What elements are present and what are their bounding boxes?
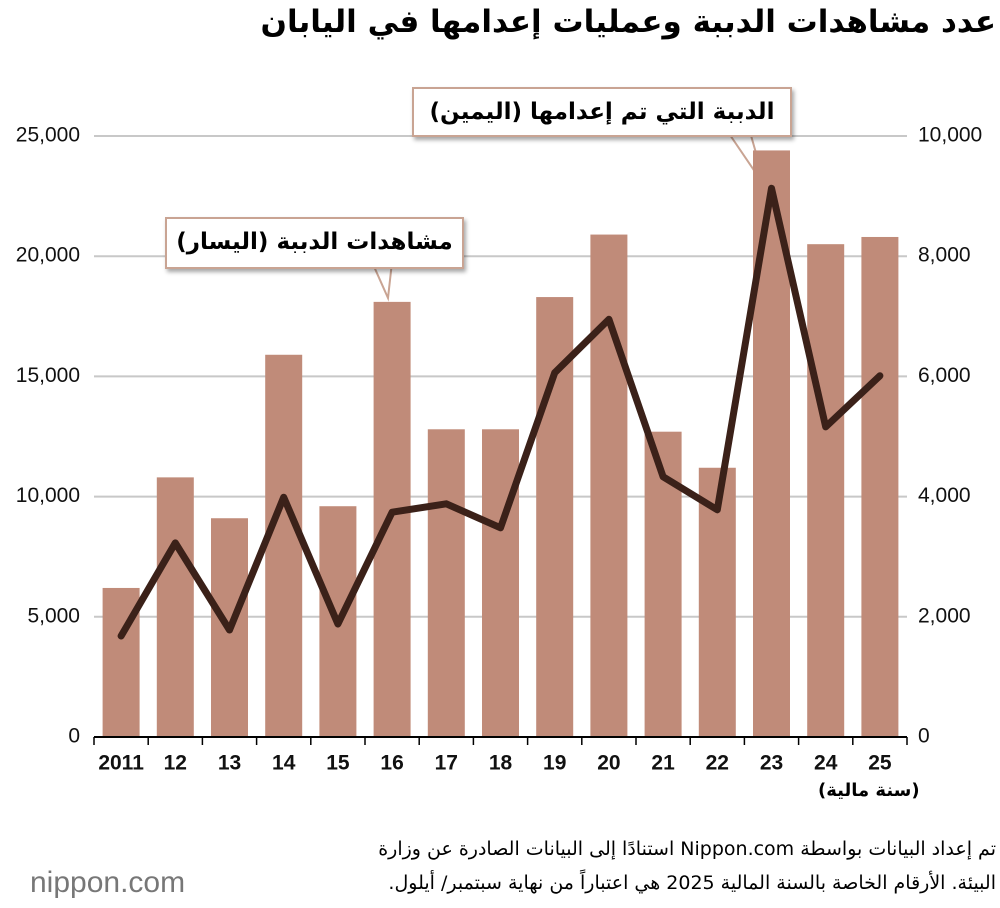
x-tick-label: 23 [760,752,783,775]
bar [482,429,519,737]
x-tick-label: 15 [326,752,350,775]
y-tick-label: 15,000 [16,364,80,387]
x-tick-label: 20 [597,752,620,775]
bar [807,244,845,737]
source-note: تم إعداد البيانات بواسطة Nippon.com استن… [378,838,996,860]
bar [156,477,194,737]
x-tick-label: 17 [435,752,458,775]
y2-tick-label: 2,000 [918,604,971,627]
y2-tick-label: 0 [918,725,930,748]
y-tick-label: 0 [68,725,80,748]
bar [861,236,899,737]
series-label: مشاهدات الدببة (اليسار) [165,217,464,269]
y2-tick-label: 4,000 [918,484,971,507]
line [117,184,884,640]
x-tick-label: 18 [489,752,513,775]
bar [427,429,465,737]
y-tick-label: 25,000 [16,124,80,147]
bar [590,234,628,737]
x-tick-label: 25 [868,752,892,775]
chart-title: عدد مشاهدات الدببة وعمليات إعدامها في ال… [260,4,997,40]
bar [265,354,303,737]
y2-tick-label: 10,000 [918,124,982,147]
source-note: البيئة. الأرقام الخاصة بالسنة المالية 20… [388,872,996,894]
series-label: الدببة التي تم إعدامها (اليمين) [412,87,792,137]
y-tick-label: 10,000 [16,484,80,507]
y-tick-label: 20,000 [16,244,80,267]
y2-tick-label: 6,000 [918,364,971,387]
x-tick-label: 22 [706,752,729,775]
x-tick-label: 13 [218,752,241,775]
x-tick-label: 12 [164,752,187,775]
logo: nippon.com [30,866,186,899]
x-axis-label: (سنة مالية) [818,780,920,801]
x-tick-label: 21 [651,752,675,775]
y-tick-label: 5,000 [27,604,80,627]
y2-tick-label: 8,000 [918,244,971,267]
x-tick-label: 14 [272,752,296,775]
x-tick-label: 16 [380,752,403,775]
x-tick-label: 24 [814,752,838,775]
x-tick-label: 19 [543,752,566,775]
x-tick-label: 2011 [98,752,144,775]
